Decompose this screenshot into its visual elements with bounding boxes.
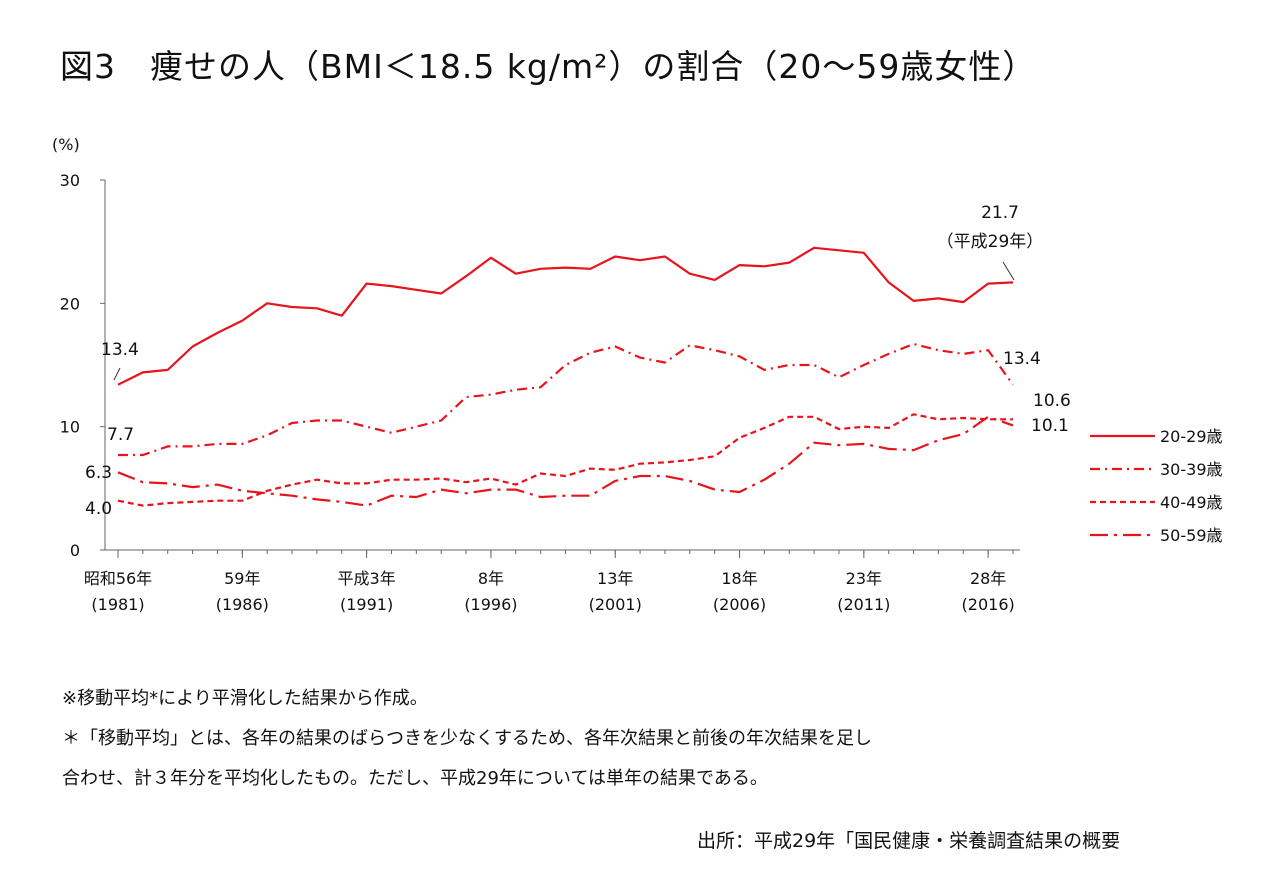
legend-label-3: 50-59歳 [1160,526,1223,545]
y-axis-unit: (%) [52,135,80,154]
leader-line [113,367,121,381]
data-label: 13.4 [101,340,139,360]
data-label: （平成29年） [937,232,1044,252]
data-label: 4.0 [85,499,112,519]
leader-line [1002,261,1015,281]
footnote-1: ※移動平均*により平滑化した結果から作成。 [62,688,428,709]
x-tick-label: 59年 [224,569,260,588]
legend-label-0: 20-29歳 [1160,427,1223,446]
footnote-2: ＊「移動平均」とは、各年の結果のばらつきを少なくするため、各年次結果と前後の年次… [62,728,872,749]
series-line-0 [117,246,1014,386]
x-tick-label: 13年 [597,569,633,588]
x-tick-sublabel: (1986) [216,595,269,614]
legend-label-1: 30-39歳 [1160,460,1223,479]
y-tick-label: 20 [60,294,80,313]
x-tick-label: 平成3年 [338,569,396,588]
x-tick-sublabel: (1996) [464,595,517,614]
data-label: 10.1 [1031,416,1069,436]
data-label: 10.6 [1033,391,1071,411]
x-tick-sublabel: (2011) [837,595,890,614]
footnote-3: 合わせ、計３年分を平均化したもの。ただし、平成29年については単年の結果である。 [62,768,768,789]
x-tick-sublabel: (2016) [962,595,1015,614]
chart-title: 図3 痩せの人（BMI＜18.5 kg/m²）の割合（20～59歳女性） [60,47,1037,86]
source-note: 出所：平成29年「国民健康・栄養調査結果の概要 [697,830,1121,852]
x-tick-sublabel: (2006) [713,595,766,614]
x-tick-sublabel: (1991) [340,595,393,614]
line-chart: 0 10 20 30 (%) 昭和56年 (1981) 59年 (1986) 平成3年 (1991)… [52,135,1223,614]
x-tick-label: 23年 [846,569,882,588]
x-tick-sublabel: (1981) [91,595,144,614]
data-label: 21.7 [981,203,1019,223]
x-tick-sublabel: (2001) [589,595,642,614]
x-tick-label: 昭和56年 [84,569,152,588]
y-tick-label: 10 [60,418,80,437]
y-tick-label: 30 [60,171,80,190]
series-line-2 [117,413,1013,507]
x-tick-label: 8年 [478,569,504,588]
data-label: 7.7 [107,425,134,445]
series-line-1 [118,342,1014,457]
x-tick-label: 28年 [970,569,1006,588]
x-tick-label: 18年 [721,569,757,588]
data-label: 13.4 [1003,349,1041,369]
legend-label-2: 40-49歳 [1160,493,1223,512]
series-line-3 [117,415,1014,507]
y-tick-label: 0 [70,541,80,560]
data-label: 6.3 [85,463,112,483]
